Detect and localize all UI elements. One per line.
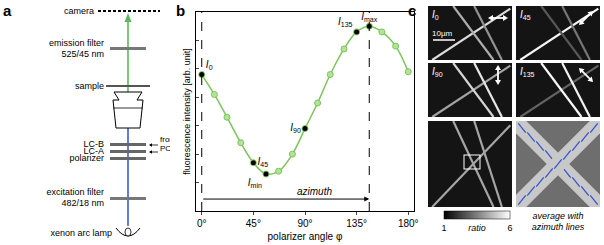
svg-text:I​135​: I​135​ (338, 16, 353, 28)
svg-text:average with: average with (532, 211, 583, 221)
svg-text:I​max​: I​max​ (361, 11, 378, 23)
svg-text:excitation filter: excitation filter (46, 187, 104, 197)
svg-text:polarizer: polarizer (69, 153, 104, 163)
svg-text:90°: 90° (297, 218, 312, 229)
svg-text:I​min​: I​min​ (248, 177, 262, 189)
svg-text:LC-B: LC-B (83, 139, 104, 149)
svg-text:polarizer angle φ: polarizer angle φ (268, 231, 343, 242)
svg-text:azimuth: azimuth (297, 186, 332, 197)
svg-text:LC-A: LC-A (83, 146, 104, 156)
html-text:c: c (408, 2, 417, 19)
svg-text:ratio: ratio (468, 223, 486, 233)
svg-text:sample: sample (75, 81, 104, 91)
svg-text:0°: 0° (197, 218, 207, 229)
svg-text:I135: I135 (520, 66, 535, 78)
svg-text:xenon arc lamp: xenon arc lamp (50, 228, 112, 238)
svg-text:135°: 135° (346, 218, 367, 229)
svg-text:482/18 nm: 482/18 nm (61, 198, 104, 208)
svg-text:45°: 45° (246, 218, 261, 229)
svg-text:emission filter: emission filter (49, 38, 104, 48)
svg-text:PC: PC (160, 144, 171, 153)
svg-text:525/45 nm: 525/45 nm (61, 49, 104, 59)
svg-text:I​90​: I​90​ (290, 122, 301, 134)
svg-text:I90: I90 (432, 66, 443, 78)
svg-text:180°: 180° (398, 218, 419, 229)
svg-text:I​45​: I​45​ (257, 156, 268, 168)
svg-text:I0: I0 (432, 9, 439, 21)
svg-text:10µm: 10µm (432, 29, 453, 38)
svg-text:I45: I45 (520, 9, 531, 21)
svg-text:6: 6 (507, 223, 512, 233)
svg-text:from: from (160, 135, 175, 144)
svg-text:azimuth lines: azimuth lines (532, 222, 585, 232)
svg-text:1: 1 (441, 223, 446, 233)
svg-text:fluorescence intensity [arb. u: fluorescence intensity [arb. unit] (182, 48, 192, 175)
html-text:b: b (176, 2, 186, 19)
html-text:a: a (3, 2, 12, 19)
svg-text:camera: camera (64, 6, 94, 16)
svg-text:I​0​: I​0​ (206, 59, 213, 71)
